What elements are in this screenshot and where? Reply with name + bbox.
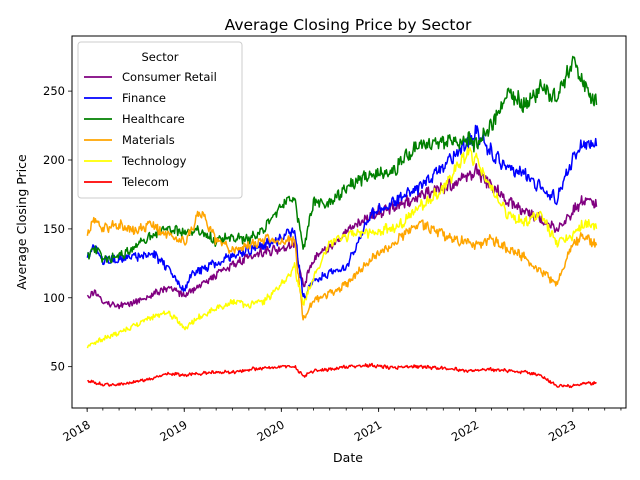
y-tick-label: 150	[43, 222, 65, 236]
series-line-healthcare	[87, 55, 598, 264]
legend-entry-label: Technology	[121, 154, 187, 168]
legend-entry-label: Materials	[122, 133, 175, 147]
y-tick-label: 250	[43, 84, 65, 98]
legend-entry-label: Consumer Retail	[122, 70, 217, 84]
legend-entry-label: Healthcare	[122, 112, 185, 126]
x-axis-label: Date	[333, 450, 363, 465]
legend-items: Consumer Retail Finance Healthcare Material…	[84, 70, 217, 189]
chart-title: Average Closing Price by Sector	[225, 16, 472, 34]
y-axis: 50 100 150 200 250	[43, 84, 72, 374]
legend-entry-label: Finance	[122, 91, 166, 105]
legend-box	[77, 41, 243, 199]
y-axis-label: Average Closing Price	[14, 154, 29, 290]
series-layer	[86, 55, 598, 389]
series-line-technology	[86, 146, 598, 349]
legend: Sector Consumer Retail Finance Healthcare M…	[77, 41, 243, 199]
y-tick-label: 200	[43, 153, 65, 167]
series-line-telecom	[87, 362, 597, 389]
y-tick-label: 100	[43, 291, 65, 305]
legend-entry-label: Telecom	[121, 175, 169, 189]
series-line-finance	[86, 124, 598, 299]
legend-title: Sector	[142, 50, 179, 64]
y-tick-label: 50	[50, 360, 65, 374]
plot-frame	[71, 35, 627, 409]
series-line-materials	[86, 210, 598, 321]
